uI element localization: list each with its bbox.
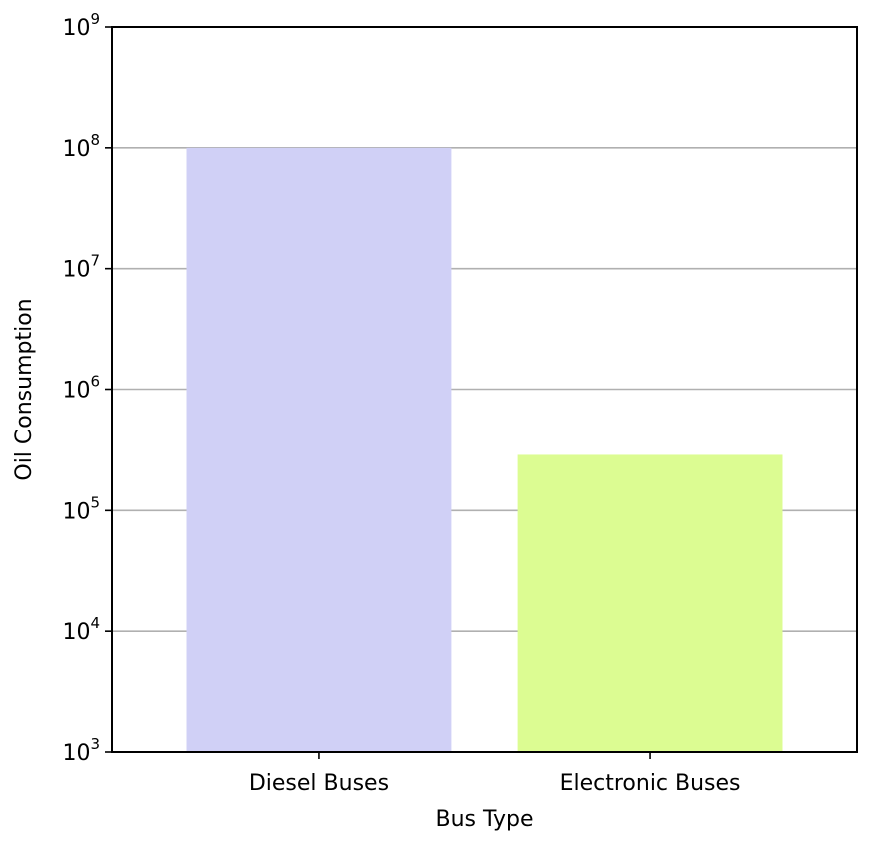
y-tick-label: 104 xyxy=(62,614,100,645)
y-tick-label: 105 xyxy=(62,493,100,524)
y-tick-label: 107 xyxy=(62,252,100,283)
bar-electronic-buses xyxy=(517,454,783,752)
x-tick-label: Electronic Buses xyxy=(560,771,741,796)
y-axis-ticks: 103 104 105 106 107 108 109 xyxy=(62,10,112,766)
x-axis-ticks: Diesel Buses Electronic Buses xyxy=(249,752,741,796)
y-tick-label: 103 xyxy=(62,735,100,766)
y-tick-label: 108 xyxy=(62,131,100,162)
x-tick-label: Diesel Buses xyxy=(249,771,389,796)
x-axis-label: Bus Type xyxy=(435,807,533,832)
y-tick-label: 109 xyxy=(62,10,100,41)
bars xyxy=(186,147,783,753)
y-tick-label: 106 xyxy=(62,373,100,404)
bar-diesel-buses xyxy=(186,147,452,753)
y-axis-label: Oil Consumption xyxy=(12,298,37,480)
